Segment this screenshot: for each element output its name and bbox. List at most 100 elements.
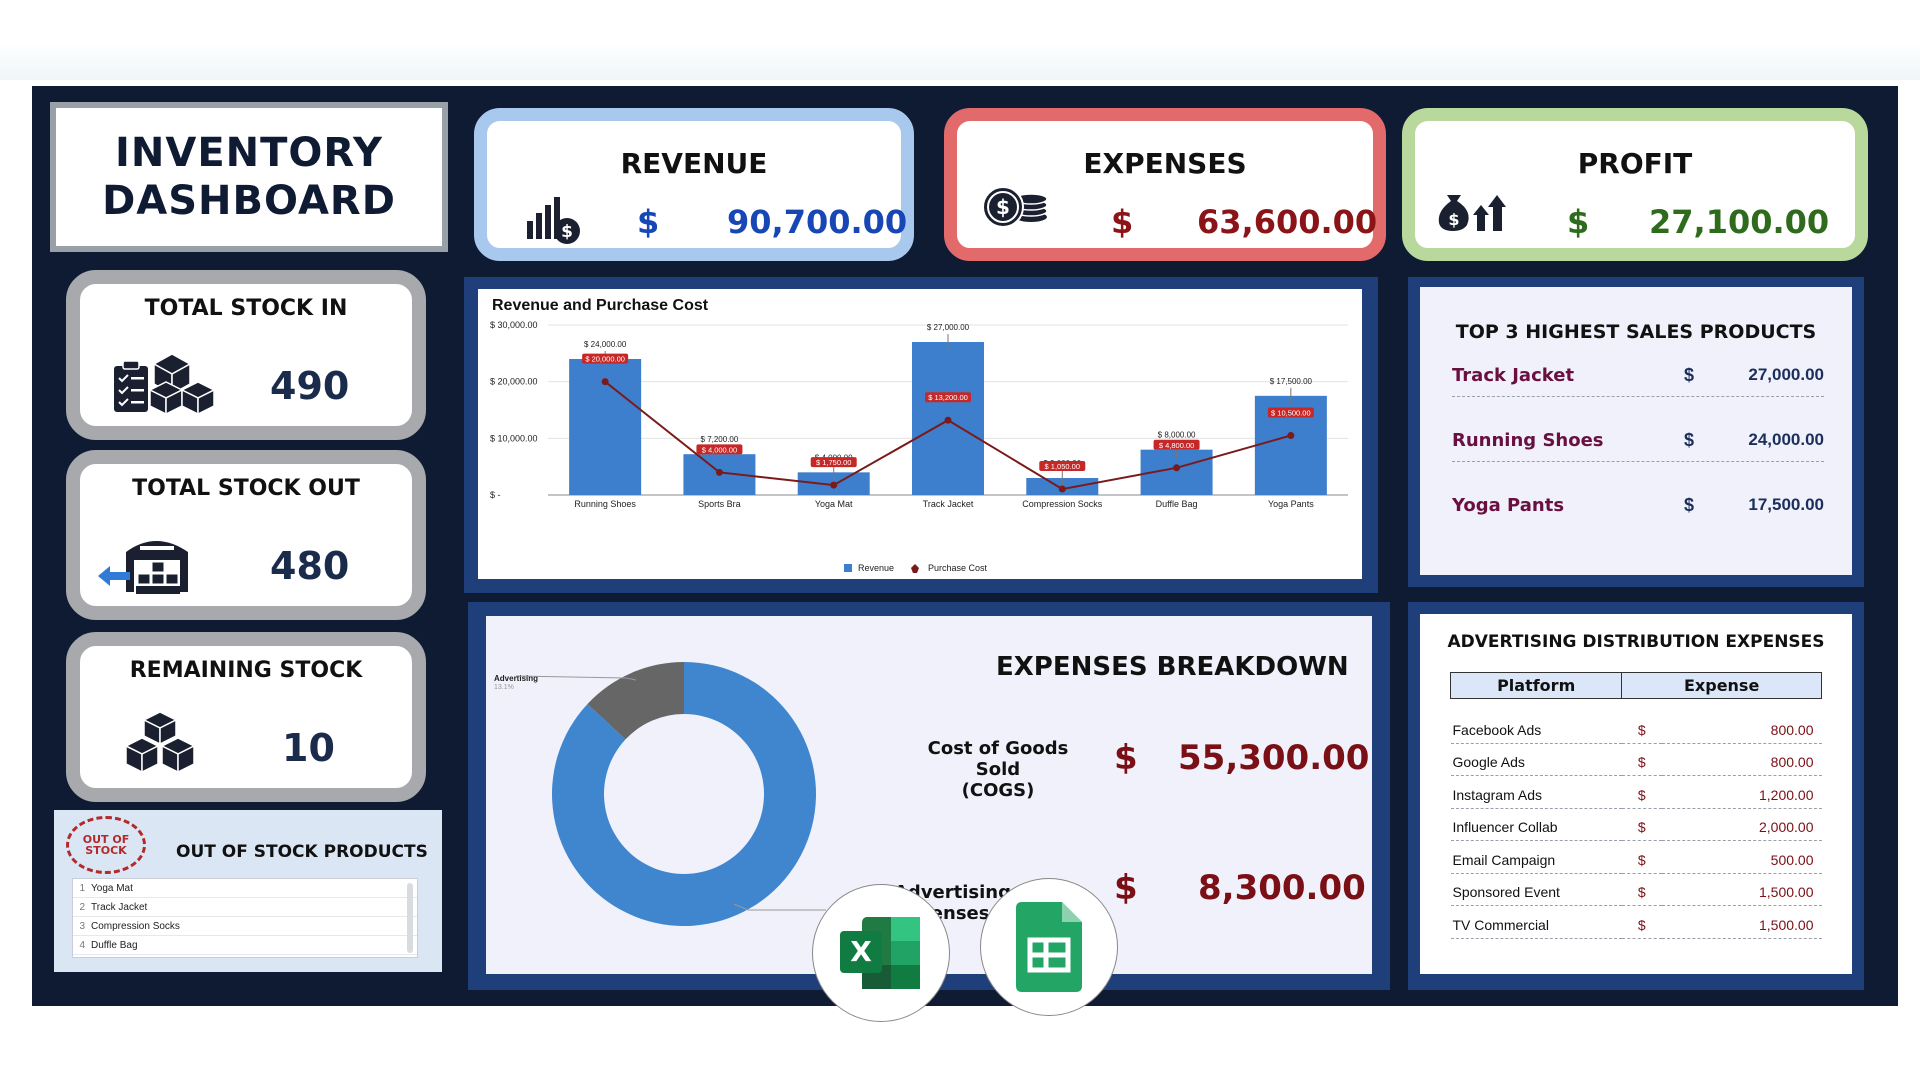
advertising-distribution-panel: ADVERTISING DISTRIBUTION EXPENSES Platfo…	[1408, 602, 1864, 990]
stamp-line-2: STOCK	[85, 844, 127, 857]
boxes-checklist-icon	[114, 353, 214, 416]
currency: $	[1684, 495, 1695, 515]
table-row: Instagram Ads $1,200.00	[1450, 775, 1822, 809]
product-name: Duffle Bag	[91, 939, 138, 951]
purchase-cost-data-label: $ 4,800.00	[1159, 441, 1194, 450]
currency: $	[1684, 365, 1695, 385]
cogs-label-line-2: (COGS)	[961, 780, 1035, 801]
row-number: 1	[79, 882, 85, 894]
revenue-value: 90,700.00	[727, 203, 908, 241]
top3-sales: TOP 3 HIGHEST SALES PRODUCTS Track Jacke…	[1420, 287, 1852, 575]
currency: $	[1684, 430, 1695, 450]
profit-card: PROFIT $ $ 27,100.00	[1402, 108, 1868, 261]
expense-cell: 1,200.00	[1661, 775, 1822, 809]
expenses-currency: $	[1111, 203, 1134, 241]
svg-text:$: $	[561, 222, 573, 242]
platform-cell: Google Ads	[1450, 743, 1622, 776]
revenue-data-label: $ 17,500.00	[1270, 377, 1313, 386]
purchase-cost-label-bg	[1039, 461, 1086, 472]
x-tick-label: Compression Socks	[1022, 499, 1103, 509]
expense-cell: 800.00	[1661, 710, 1822, 744]
top3-item: Running Shoes $ 24,000.00	[1452, 422, 1824, 462]
table-row: TV Commercial $1,500.00	[1450, 905, 1822, 939]
purchase-cost-data-label: $ 13,200.00	[928, 393, 968, 402]
product-name: Yoga Pants	[1452, 495, 1565, 516]
x-tick-label: Yoga Mat	[815, 499, 853, 509]
purchase-cost-data-label: $ 20,000.00	[585, 355, 625, 364]
bar-chart-dollar-icon: $	[527, 197, 580, 244]
currency-cell: $	[1621, 873, 1662, 906]
revenue-data-label: $ 27,000.00	[927, 323, 970, 332]
legend-label-revenue: Revenue	[858, 563, 894, 573]
table-spacer	[1451, 699, 1822, 711]
row-number: 3	[79, 920, 85, 932]
total-stock-out-value: 480	[270, 544, 350, 588]
revenue-chart: Revenue and Purchase Cost $ 30,000.00 $ 2…	[478, 289, 1362, 579]
currency-cell: $	[1621, 840, 1662, 874]
revenue-card: REVENUE $ $ 90,700.00	[474, 108, 914, 261]
revenue-currency: $	[637, 203, 660, 241]
platform-cell: Influencer Collab	[1450, 808, 1622, 841]
out-of-stock-list[interactable]: 1 Yoga Mat 2 Track Jacket 3 Compression Soc…	[72, 878, 418, 958]
donut-slice	[552, 662, 816, 926]
y-tick-label: $ 30,000.00	[490, 320, 538, 330]
product-name: Compression Socks	[91, 920, 180, 932]
advertising-value: 8,300.00	[1198, 868, 1366, 908]
x-tick-label: Track Jacket	[923, 499, 974, 509]
expenses-label: EXPENSES	[1083, 147, 1247, 180]
purchase-cost-point	[1173, 464, 1181, 472]
list-scrollbar[interactable]	[407, 883, 413, 953]
purchase-cost-point	[1058, 485, 1066, 493]
profit-currency: $	[1567, 203, 1590, 241]
purchase-cost-data-label: $ 4,000.00	[702, 445, 737, 454]
list-item: 1 Yoga Mat	[73, 879, 417, 898]
revenue-data-label: $ 7,200.00	[701, 435, 739, 444]
expenses-value: 63,600.00	[1197, 203, 1378, 241]
remaining-stock-label: REMAINING STOCK	[129, 658, 363, 683]
cogs-label: Cost of Goods Sold (COGS)	[904, 738, 1092, 801]
list-item: 2 Track Jacket	[73, 898, 417, 917]
top3-title: TOP 3 HIGHEST SALES PRODUCTS	[1455, 321, 1817, 343]
expense-cell: 1,500.00	[1661, 905, 1822, 939]
spacer-cell	[1451, 699, 1822, 711]
donut-leader-line	[733, 903, 826, 911]
total-stock-in-value: 490	[270, 364, 350, 408]
stamp-line-1: OUT OF	[82, 833, 130, 846]
profit-label: PROFIT	[1577, 147, 1693, 180]
revenue-data-label: $ 8,000.00	[1158, 431, 1196, 440]
expenses-donut-chart	[515, 662, 826, 926]
advertising-currency: $	[1114, 868, 1138, 908]
purchase-cost-label-bg	[1153, 439, 1200, 450]
svg-text:$: $	[1448, 210, 1459, 229]
cogs-label-line-1: Cost of Goods Sold	[927, 738, 1069, 780]
x-tick-label: Yoga Pants	[1268, 499, 1314, 509]
donut-label-pct: 13.1%	[494, 684, 514, 691]
google-sheets-app-button[interactable]	[980, 878, 1118, 1016]
donut-leader-line	[515, 675, 637, 681]
product-name: Running Shoes	[1452, 430, 1604, 451]
table-row: Sponsored Event $1,500.00	[1450, 873, 1822, 906]
excel-app-button[interactable]: X	[812, 884, 950, 1022]
y-tick-label: $ 20,000.00	[490, 377, 538, 387]
expense-cell: 1,500.00	[1661, 873, 1822, 906]
currency-cell: $	[1621, 808, 1662, 841]
purchase-cost-data-label: $ 1,050.00	[1045, 462, 1080, 471]
currency-cell: $	[1621, 743, 1662, 776]
revenue-data-label: $ 24,000.00	[584, 340, 627, 349]
bottom-margin	[0, 1020, 1920, 1080]
purchase-cost-point	[830, 481, 838, 489]
purchase-cost-data-label: $ 10,500.00	[1271, 409, 1311, 418]
revenue-label: REVENUE	[620, 147, 768, 180]
total-stock-out-label: TOTAL STOCK OUT	[132, 476, 360, 501]
legend-label-purchase-cost: Purchase Cost	[928, 563, 988, 573]
donut-label-advertising: Advertising	[494, 674, 539, 683]
revenue-chart-svg: $ 30,000.00 $ 20,000.00 $ 10,000.00 $ - $ 24…	[490, 320, 1348, 573]
purchase-cost-data-label: $ 1,750.00	[816, 458, 851, 467]
purchase-cost-label-bg	[925, 392, 971, 403]
x-tick-label: Sports Bra	[698, 499, 741, 509]
sales-value: 24,000.00	[1748, 430, 1824, 449]
table-row: Email Campaign $500.00	[1450, 840, 1822, 874]
out-of-stock-title: OUT OF STOCK PRODUCTS	[176, 842, 428, 862]
purchase-cost-label-bg	[810, 457, 857, 468]
excel-letter: X	[850, 935, 872, 968]
